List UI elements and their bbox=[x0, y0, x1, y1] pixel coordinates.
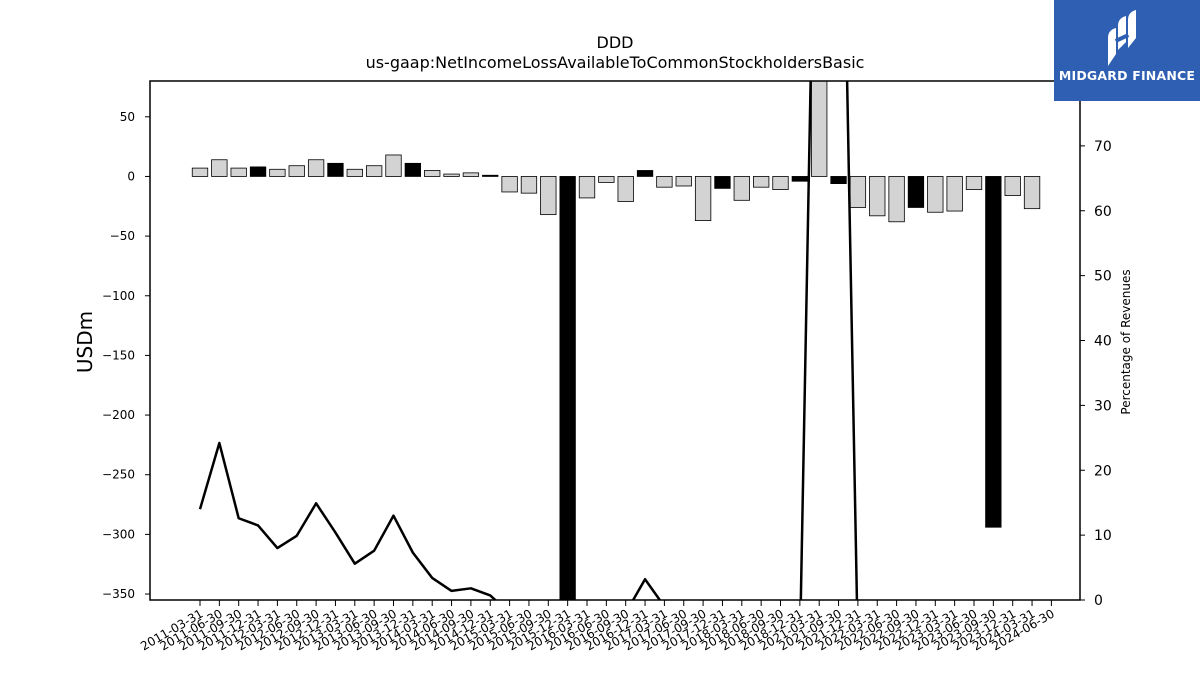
bar-2018-06-30 bbox=[753, 176, 770, 188]
y2-tick-label: 10 bbox=[1094, 528, 1112, 544]
y-axis-title: USDm bbox=[73, 311, 97, 373]
bar-2011-06-30 bbox=[211, 159, 228, 177]
y2-tick-label: 50 bbox=[1094, 269, 1112, 285]
bar-2017-06-30 bbox=[675, 176, 692, 187]
y-tick-label: −250 bbox=[102, 468, 135, 482]
y2-axis-title: Percentage of Revenues bbox=[1119, 269, 1133, 414]
bar-2016-09-30 bbox=[617, 176, 634, 202]
bar-2012-06-30 bbox=[288, 165, 305, 177]
bar-2023-12-31 bbox=[1004, 176, 1021, 196]
x-axis: 2011-03-312011-06-302011-09-302011-12-31… bbox=[138, 600, 1057, 653]
bar-2014-12-31 bbox=[482, 174, 499, 177]
bar-2014-06-30 bbox=[443, 173, 460, 177]
y2-tick-label: 0 bbox=[1094, 593, 1103, 609]
bar-2021-09-30 bbox=[830, 176, 847, 185]
bar-2021-12-31 bbox=[849, 176, 867, 208]
y2-tick-label: 20 bbox=[1094, 463, 1112, 479]
bar-2011-03-31 bbox=[191, 167, 209, 177]
bar-2012-12-31 bbox=[327, 162, 344, 177]
y-axis-right: 0 10 20 30 40 50 60 70 bbox=[1080, 139, 1112, 609]
bar-2016-03-31 bbox=[578, 176, 596, 199]
plot-frame bbox=[149, 80, 1081, 601]
bar-2012-03-31 bbox=[269, 168, 286, 177]
bar-2013-06-30 bbox=[365, 165, 383, 177]
bar-2018-09-30 bbox=[772, 176, 789, 190]
bar-2017-12-31 bbox=[714, 176, 731, 189]
bar-2022-09-30 bbox=[907, 176, 925, 208]
y-tick-label: 50 bbox=[120, 110, 135, 124]
bar-2013-03-31 bbox=[346, 168, 363, 177]
bar-2017-03-31 bbox=[656, 176, 673, 188]
bar-2023-09-30 bbox=[985, 176, 1002, 528]
bar-2015-12-31 bbox=[559, 176, 576, 600]
bar-2015-09-30 bbox=[540, 176, 557, 216]
bar-2013-12-31 bbox=[404, 162, 422, 177]
bar-2022-06-30 bbox=[888, 176, 905, 223]
bar-2023-03-31 bbox=[946, 176, 963, 212]
bar-2021-03-31 bbox=[811, 81, 828, 177]
bar-2022-03-31 bbox=[869, 176, 886, 217]
bar-2011-09-30 bbox=[230, 167, 247, 177]
bar-2011-12-31 bbox=[249, 166, 267, 177]
bar-2015-03-31 bbox=[501, 176, 518, 193]
y-tick-label: −150 bbox=[102, 348, 135, 362]
y-tick-label: −200 bbox=[102, 408, 135, 422]
y-tick-label: −100 bbox=[102, 289, 135, 303]
y-tick-label: 0 bbox=[127, 169, 135, 183]
bar-2014-09-30 bbox=[462, 172, 480, 177]
bar-2012-09-30 bbox=[307, 159, 325, 177]
y2-tick-label: 40 bbox=[1094, 334, 1112, 350]
bar-2022-12-31 bbox=[927, 176, 944, 213]
bar-2016-06-30 bbox=[598, 176, 615, 183]
y2-tick-label: 70 bbox=[1094, 139, 1112, 155]
bar-2018-03-31 bbox=[733, 176, 750, 201]
chart-subtitle: us-gaap:NetIncomeLossAvailableToCommonSt… bbox=[366, 53, 865, 72]
line-layer bbox=[198, 81, 859, 600]
bars-layer bbox=[191, 81, 1041, 600]
bar-2023-06-30 bbox=[965, 176, 983, 190]
brand-logo: MIDGARD FINANCE bbox=[1054, 0, 1200, 101]
y-axis-left: 50 0 −50 −100 −150 −200 −250 −300 −350 bbox=[102, 110, 150, 601]
y-tick-label: −350 bbox=[102, 587, 135, 601]
bar-2015-06-30 bbox=[520, 176, 538, 194]
bar-2014-03-31 bbox=[424, 170, 441, 177]
y-tick-label: −50 bbox=[110, 229, 135, 243]
y2-tick-label: 60 bbox=[1094, 204, 1112, 220]
chart-title: DDD bbox=[597, 33, 634, 52]
y-tick-label: −300 bbox=[102, 527, 135, 541]
bar-2016-12-31 bbox=[636, 170, 654, 177]
logo-text: MIDGARD FINANCE bbox=[1058, 68, 1196, 83]
bar-2017-09-30 bbox=[694, 176, 712, 221]
midgard-logo-icon bbox=[1108, 10, 1136, 66]
bar-2024-03-31 bbox=[1023, 176, 1041, 210]
percentage-line bbox=[198, 81, 859, 600]
bar-2018-12-31 bbox=[791, 176, 808, 182]
bar-2013-09-30 bbox=[385, 154, 402, 177]
y2-tick-label: 30 bbox=[1094, 398, 1112, 414]
